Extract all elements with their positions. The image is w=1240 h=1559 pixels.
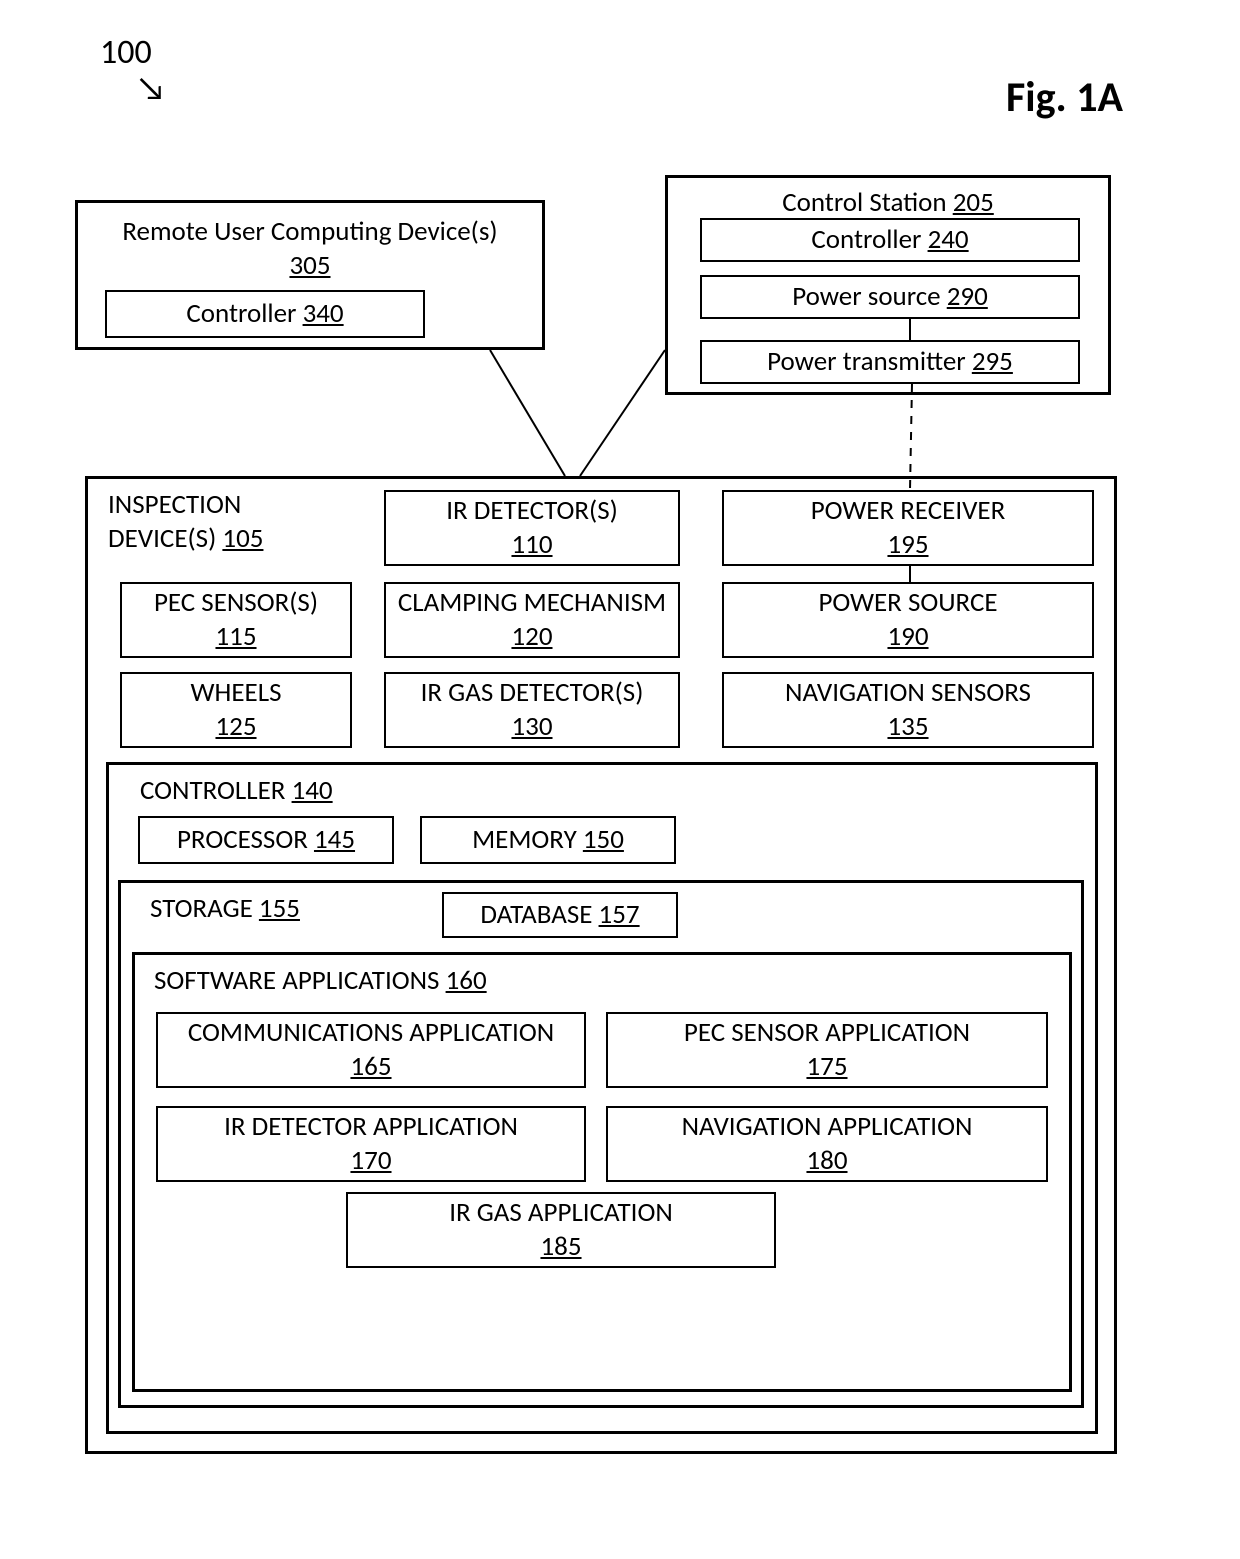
- nav-app-label: NAVIGATION APPLICATION: [682, 1110, 973, 1143]
- pec-app-ref: 175: [806, 1050, 847, 1083]
- wheels-box: WHEELS125: [120, 672, 352, 748]
- ir-gas-app-ref: 185: [540, 1230, 581, 1263]
- software-apps-ref: 160: [446, 964, 487, 997]
- software-apps-title: SOFTWARE APPLICATIONS 160: [154, 964, 487, 998]
- inspection-device-title: INSPECTION DEVICE(S) 105: [108, 488, 263, 556]
- nav-sensors-ref: 135: [887, 710, 928, 743]
- ir-detectors-label: IR DETECTOR(S): [446, 494, 618, 527]
- controller-ref: 140: [292, 774, 333, 807]
- storage-title: STORAGE 155: [150, 892, 300, 926]
- pec-sensors-ref: 115: [215, 620, 256, 653]
- cs-power-source-label: Power source: [792, 280, 940, 313]
- figure-ref-arrow: ↘: [136, 68, 166, 109]
- cs-power-tx-box: Power transmitter 295: [700, 340, 1080, 384]
- nav-app-box: NAVIGATION APPLICATION180: [606, 1106, 1048, 1182]
- database-box: DATABASE 157: [442, 892, 678, 938]
- comms-app-box: COMMUNICATIONS APPLICATION165: [156, 1012, 586, 1088]
- memory-ref: 150: [583, 823, 624, 856]
- ir-gas-detectors-box: IR GAS DETECTOR(S)130: [384, 672, 680, 748]
- software-apps-title-text: SOFTWARE APPLICATIONS: [154, 964, 439, 997]
- control-station-title: Control Station: [782, 186, 946, 219]
- nav-sensors-box: NAVIGATION SENSORS135: [722, 672, 1094, 748]
- cs-power-tx-label: Power transmitter: [767, 345, 966, 378]
- line-powertx-to-rx: [910, 384, 912, 490]
- ir-gas-detectors-label: IR GAS DETECTOR(S): [421, 676, 644, 709]
- pec-app-label: PEC SENSOR APPLICATION: [684, 1016, 970, 1049]
- controller-title-text: CONTROLLER: [140, 774, 285, 807]
- clamping-ref: 120: [511, 620, 552, 653]
- pec-app-box: PEC SENSOR APPLICATION175: [606, 1012, 1048, 1088]
- ir-gas-detectors-ref: 130: [511, 710, 552, 743]
- ir-det-app-box: IR DETECTOR APPLICATION170: [156, 1106, 586, 1182]
- remote-user-controller-label: Controller: [186, 297, 296, 330]
- memory-label: MEMORY: [472, 823, 577, 856]
- ir-det-app-ref: 170: [350, 1144, 391, 1177]
- power-receiver-label: POWER RECEIVER: [811, 494, 1006, 527]
- storage-title-text: STORAGE: [150, 892, 253, 925]
- insp-power-source-label: POWER SOURCE: [818, 586, 997, 619]
- storage-ref: 155: [259, 892, 300, 925]
- comms-app-label: COMMUNICATIONS APPLICATION: [188, 1016, 554, 1049]
- nav-sensors-label: NAVIGATION SENSORS: [785, 676, 1031, 709]
- power-receiver-box: POWER RECEIVER195: [722, 490, 1094, 566]
- processor-ref: 145: [314, 823, 355, 856]
- insp-power-source-ref: 190: [887, 620, 928, 653]
- memory-box: MEMORY 150: [420, 816, 676, 864]
- cs-controller-label: Controller: [811, 223, 921, 256]
- comms-app-ref: 165: [350, 1050, 391, 1083]
- remote-user-controller-ref: 340: [303, 297, 344, 330]
- ir-detectors-box: IR DETECTOR(S)110: [384, 490, 680, 566]
- database-label: DATABASE: [480, 898, 592, 931]
- processor-label: PROCESSOR: [177, 823, 308, 856]
- ir-gas-app-box: IR GAS APPLICATION185: [346, 1192, 776, 1268]
- pec-sensors-label: PEC SENSOR(S): [154, 586, 318, 619]
- cs-power-source-ref: 290: [947, 280, 988, 313]
- controller-title: CONTROLLER 140: [140, 774, 333, 808]
- nav-app-ref: 180: [806, 1144, 847, 1177]
- inspection-device-ref: 105: [222, 522, 263, 555]
- figure-ref-number: 100: [100, 32, 152, 73]
- database-ref: 157: [599, 898, 640, 931]
- insp-power-source-box: POWER SOURCE190: [722, 582, 1094, 658]
- figure-title: Fig. 1A: [1006, 72, 1123, 123]
- cs-power-tx-ref: 295: [972, 345, 1013, 378]
- cs-controller-ref: 240: [928, 223, 969, 256]
- control-station-ref: 205: [953, 186, 994, 219]
- power-receiver-ref: 195: [887, 528, 928, 561]
- clamping-box: CLAMPING MECHANISM120: [384, 582, 680, 658]
- ir-detectors-ref: 110: [511, 528, 552, 561]
- remote-user-ref: 305: [289, 249, 330, 282]
- remote-user-title: Remote User Computing Device(s): [122, 215, 497, 248]
- line-remote-to-insp: [490, 350, 565, 476]
- wheels-label: WHEELS: [191, 676, 282, 709]
- ir-det-app-label: IR DETECTOR APPLICATION: [224, 1110, 518, 1143]
- clamping-label: CLAMPING MECHANISM: [398, 586, 666, 619]
- cs-power-source-box: Power source 290: [700, 275, 1080, 319]
- pec-sensors-box: PEC SENSOR(S)115: [120, 582, 352, 658]
- ir-gas-app-label: IR GAS APPLICATION: [449, 1196, 673, 1229]
- processor-box: PROCESSOR 145: [138, 816, 394, 864]
- remote-user-controller-box: Controller 340: [105, 290, 425, 338]
- cs-controller-box: Controller 240: [700, 218, 1080, 262]
- line-cs-to-insp: [580, 350, 665, 476]
- wheels-ref: 125: [215, 710, 256, 743]
